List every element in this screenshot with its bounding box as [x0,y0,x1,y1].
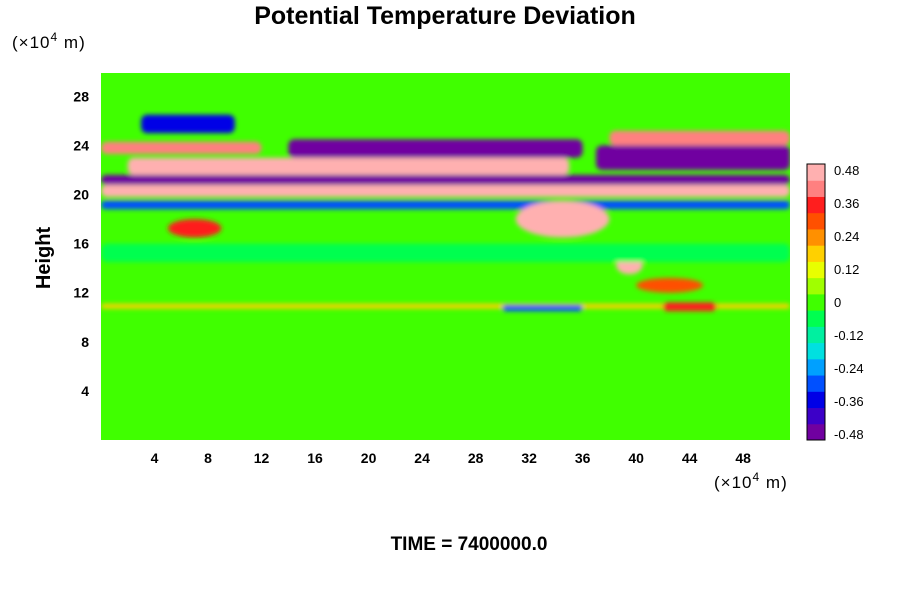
x-tick-label: 24 [414,450,430,466]
colorbar-tick-labels: 0.48 0.36 0.24 0.12 0 -0.12 -0.24 -0.36 -0.48 [834,163,864,442]
colorbar-swatch [807,407,825,425]
colorbar-swatch [807,391,825,409]
colorbar-frame [806,163,826,441]
colorbar-tick-label: -0.12 [834,328,864,343]
colorbar-swatch [807,293,825,311]
colorbar-swatch [807,342,825,360]
x-tick-label: 48 [735,450,751,466]
colorbar-tick-label: -0.24 [834,361,864,376]
x-tick-label: 32 [521,450,537,466]
x-unit-label: (×104 m) [714,470,788,492]
chart-title: Potential Temperature Deviation [254,2,636,30]
y-tick-label: 24 [73,137,89,153]
heatmap-feature-12 [636,277,704,293]
heatmap-feature-1 [101,174,790,185]
heatmap-feature-9 [515,200,610,238]
heatmap-plot-area [101,73,790,440]
colorbar-tick-label: -0.36 [834,394,864,409]
y-tick-label: 4 [81,383,89,399]
colorbar-swatch [807,212,825,230]
colorbar-swatch [807,277,825,295]
time-label: TIME = 7400000.0 [391,534,548,555]
heatmap-feature-15 [662,302,717,312]
heatmap-feature-6 [609,130,790,146]
colorbar-tick-label: 0.12 [834,262,859,277]
colorbar-swatch [807,326,825,344]
x-tick-label: 20 [361,450,377,466]
colorbar-swatches [807,164,825,441]
y-unit-label: (×104 m) [12,30,86,52]
colorbar-tick-label: 0 [834,295,841,310]
y-tick-label: 20 [73,187,89,203]
heatmap-feature-13 [101,303,790,309]
heatmap-feature-8 [101,141,262,155]
y-axis-label: Height [33,227,55,290]
colorbar-swatch [807,245,825,262]
colorbar-swatch [807,261,825,279]
colorbar-swatch [807,180,825,197]
x-tick-label: 40 [628,450,644,466]
y-tick-label: 12 [73,285,89,301]
colorbar-tick-label: -0.48 [834,427,864,442]
y-axis-ticks: 4 8 12 16 20 24 28 [73,88,89,399]
colorbar-tick-label: 0.36 [834,196,859,211]
colorbar-tick-label: 0.48 [834,163,859,178]
colorbar-swatch [807,228,825,246]
colorbar-tick-label: 0.24 [834,229,859,244]
x-tick-label: 16 [307,450,323,466]
heatmap-feature-0 [101,184,790,197]
x-tick-label: 28 [468,450,484,466]
x-tick-label: 36 [575,450,591,466]
x-tick-label: 12 [254,450,270,466]
colorbar-swatch [807,196,825,214]
x-tick-label: 44 [682,450,698,466]
colorbar-swatch [807,375,825,392]
heatmap-feature-4 [288,139,583,158]
heatmap-feature-7 [141,114,235,134]
heatmap-feature-10 [167,219,222,238]
y-tick-label: 8 [81,334,89,350]
colorbar-swatch [807,164,825,181]
heatmap-feature-3 [127,157,570,175]
y-tick-label: 16 [73,236,89,252]
heatmap-feature-5 [596,145,790,170]
x-tick-label: 8 [204,450,212,466]
heatmap-feature-16 [101,243,790,263]
y-tick-label: 28 [73,88,89,104]
colorbar-swatch [807,423,825,441]
colorbar: 0.48 0.36 0.24 0.12 0 -0.12 -0.24 -0.36 -0.48 [806,163,864,442]
x-axis-ticks: 4 8 12 16 20 24 28 32 36 40 44 48 [151,450,752,466]
heatmap-feature-14 [502,304,583,312]
colorbar-swatch [807,310,825,327]
x-tick-label: 4 [151,450,159,466]
colorbar-swatch [807,358,825,376]
heatmap-feature-2 [101,200,790,210]
heatmap-features [101,114,790,312]
